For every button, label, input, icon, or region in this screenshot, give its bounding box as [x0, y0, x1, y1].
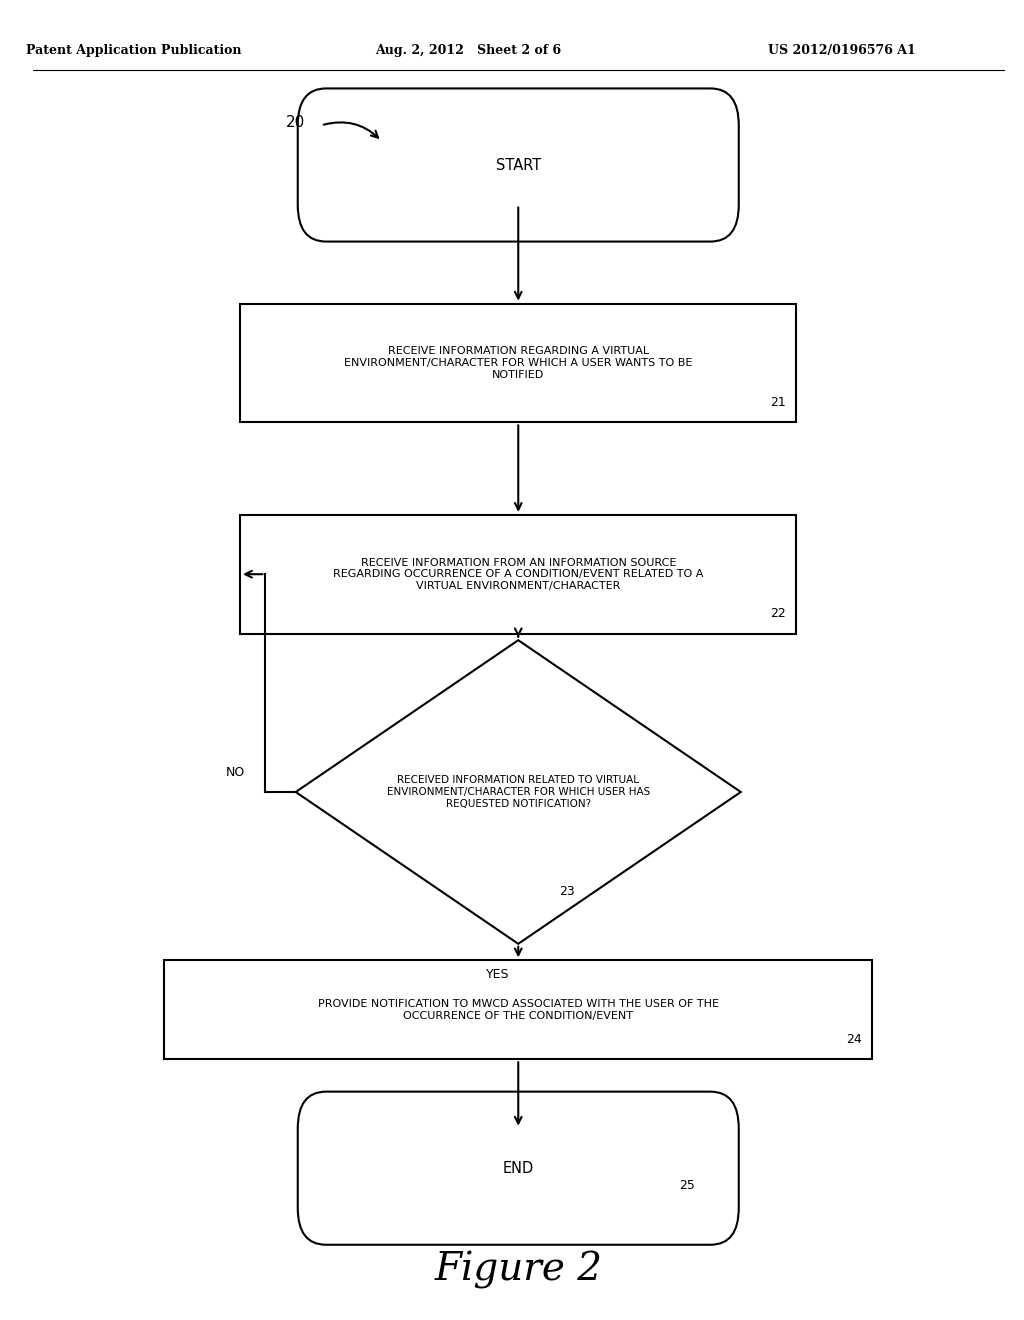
Polygon shape	[296, 640, 740, 944]
Text: YES: YES	[486, 968, 510, 981]
Bar	[240, 515, 797, 634]
Text: RECEIVE INFORMATION FROM AN INFORMATION SOURCE
REGARDING OCCURRENCE OF A CONDITI: RECEIVE INFORMATION FROM AN INFORMATION …	[333, 557, 703, 591]
Text: NO: NO	[226, 766, 245, 779]
Text: 21: 21	[770, 396, 786, 409]
Text: 23: 23	[559, 884, 574, 898]
Text: START: START	[496, 157, 541, 173]
Bar	[164, 961, 872, 1059]
Text: 25: 25	[679, 1179, 695, 1192]
Bar	[240, 304, 797, 422]
FancyBboxPatch shape	[298, 1092, 738, 1245]
Text: 22: 22	[770, 607, 786, 620]
Text: END: END	[503, 1160, 534, 1176]
Text: Aug. 2, 2012   Sheet 2 of 6: Aug. 2, 2012 Sheet 2 of 6	[375, 44, 561, 57]
Text: Figure 2: Figure 2	[434, 1251, 602, 1288]
Text: Patent Application Publication: Patent Application Publication	[27, 44, 242, 57]
Text: RECEIVE INFORMATION REGARDING A VIRTUAL
ENVIRONMENT/CHARACTER FOR WHICH A USER W: RECEIVE INFORMATION REGARDING A VIRTUAL …	[344, 346, 692, 380]
Text: 20: 20	[286, 115, 305, 131]
FancyBboxPatch shape	[298, 88, 738, 242]
Text: US 2012/0196576 A1: US 2012/0196576 A1	[768, 44, 915, 57]
Text: RECEIVED INFORMATION RELATED TO VIRTUAL
ENVIRONMENT/CHARACTER FOR WHICH USER HAS: RECEIVED INFORMATION RELATED TO VIRTUAL …	[387, 775, 650, 809]
Text: PROVIDE NOTIFICATION TO MWCD ASSOCIATED WITH THE USER OF THE
OCCURRENCE OF THE C: PROVIDE NOTIFICATION TO MWCD ASSOCIATED …	[317, 999, 719, 1020]
Text: 24: 24	[847, 1034, 862, 1045]
